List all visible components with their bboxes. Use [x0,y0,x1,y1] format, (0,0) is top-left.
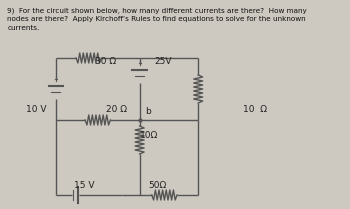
Text: 10 V: 10 V [26,106,47,115]
Text: 9)  For the circuit shown below, how many different currents are there?  How man: 9) For the circuit shown below, how many… [7,8,307,31]
Text: b: b [145,107,151,116]
Text: 20 Ω: 20 Ω [106,106,127,115]
Text: 10  Ω: 10 Ω [243,106,267,115]
Text: 15 V: 15 V [74,181,94,190]
Text: 25V: 25V [154,57,172,66]
Text: 10Ω: 10Ω [140,130,158,139]
Text: 30 Ω: 30 Ω [94,57,116,66]
Text: 50Ω: 50Ω [149,181,167,190]
